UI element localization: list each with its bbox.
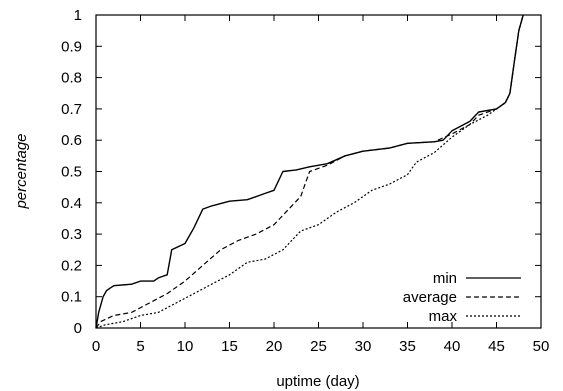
legend-label-max: max xyxy=(429,308,458,325)
y-tick-labels: 0 0.1 0.2 0.3 0.4 0.5 0.6 0.7 0.8 0.9 1 xyxy=(61,7,82,337)
y-tick-label: 0.3 xyxy=(61,226,82,243)
series-line-min xyxy=(95,14,524,329)
x-tick-label: 25 xyxy=(310,338,327,355)
y-axis-label: percentage xyxy=(13,133,30,209)
legend-label-average: average xyxy=(403,289,457,306)
y-tick-label: 0 xyxy=(74,320,82,337)
x-tick-label: 5 xyxy=(136,338,144,355)
y-tick-label: 1 xyxy=(74,7,82,24)
legend: min average max xyxy=(403,270,521,325)
y-tick-label: 0.7 xyxy=(61,101,82,118)
x-tick-label: 10 xyxy=(177,338,194,355)
legend-label-min: min xyxy=(433,270,457,287)
x-tick-label: 20 xyxy=(266,338,283,355)
y-tick-label: 0.4 xyxy=(61,195,82,212)
plot-frame xyxy=(95,14,542,329)
y-tick-label: 0.8 xyxy=(61,70,82,87)
x-tick-label: 15 xyxy=(221,338,238,355)
y-tick-label: 0.1 xyxy=(61,289,82,306)
x-tick-labels: 0 5 10 15 20 25 30 35 40 45 50 xyxy=(92,338,550,355)
series-line-average xyxy=(95,14,524,329)
y-tick-label: 0.2 xyxy=(61,257,82,274)
x-axis-label: uptime (day) xyxy=(276,373,359,390)
x-tick-label: 0 xyxy=(92,338,100,355)
series-lines xyxy=(95,14,524,329)
axis-ticks xyxy=(95,14,542,329)
y-tick-label: 0.6 xyxy=(61,132,82,149)
x-tick-label: 40 xyxy=(444,338,461,355)
x-tick-label: 45 xyxy=(488,338,505,355)
y-tick-label: 0.9 xyxy=(61,38,82,55)
x-tick-label: 50 xyxy=(533,338,550,355)
x-tick-label: 30 xyxy=(355,338,372,355)
x-tick-label: 35 xyxy=(399,338,416,355)
series-line-max xyxy=(95,14,524,329)
y-tick-label: 0.5 xyxy=(61,164,82,181)
